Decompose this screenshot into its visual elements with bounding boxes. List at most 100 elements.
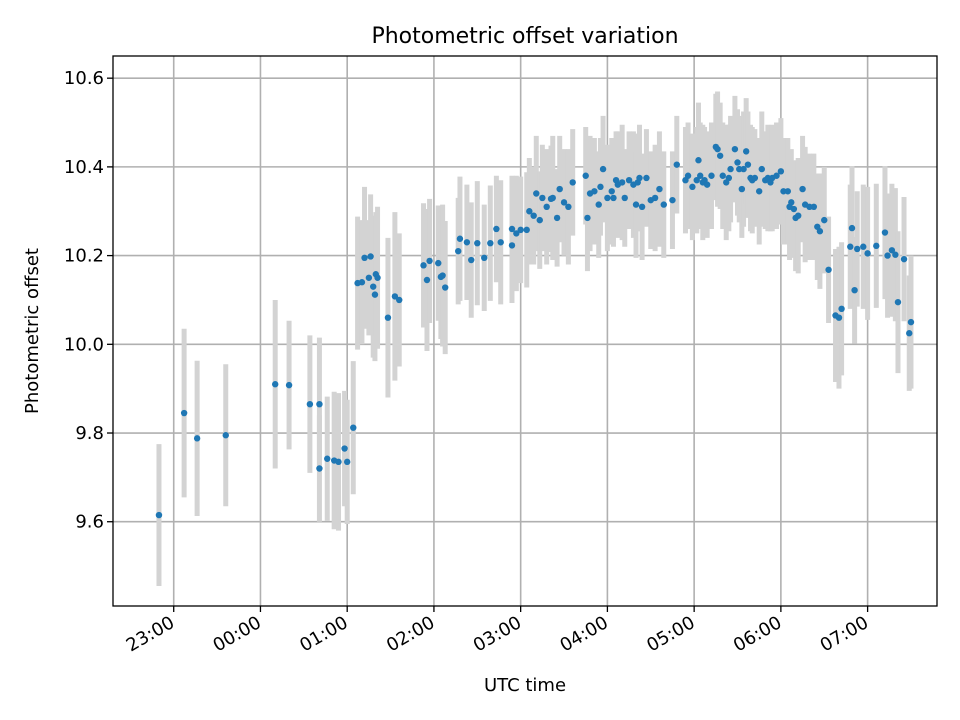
data-point	[456, 235, 464, 242]
data-point	[533, 190, 540, 197]
data-point	[669, 196, 676, 204]
data-point	[714, 145, 721, 153]
data-point	[906, 330, 913, 337]
data-point	[825, 266, 832, 273]
data-point	[625, 176, 633, 184]
data-point	[597, 183, 604, 191]
data-point	[795, 212, 802, 219]
data-point	[517, 226, 524, 234]
data-point	[716, 152, 724, 159]
data-point	[621, 194, 628, 202]
data-point	[426, 257, 433, 265]
data-point	[610, 194, 617, 202]
data-point	[708, 172, 715, 179]
data-point	[892, 251, 899, 258]
data-point	[851, 286, 858, 294]
data-point	[316, 465, 323, 472]
data-point	[180, 409, 188, 417]
data-point	[673, 161, 680, 168]
data-point	[316, 400, 323, 408]
y-tick-label: 9.6	[75, 512, 104, 533]
data-point	[536, 216, 543, 224]
data-point	[599, 165, 607, 173]
data-point	[595, 201, 602, 208]
data-point	[888, 247, 896, 254]
data-point	[391, 293, 399, 300]
x-axis-label: UTC time	[484, 675, 566, 696]
data-point	[361, 254, 368, 262]
data-point	[508, 225, 516, 233]
data-point	[365, 274, 373, 281]
data-point	[543, 203, 550, 211]
data-point	[900, 255, 908, 263]
data-point	[350, 424, 357, 431]
data-point	[487, 239, 494, 247]
data-point	[604, 194, 611, 202]
data-point	[435, 259, 442, 267]
data-point	[799, 185, 806, 193]
data-point	[790, 205, 798, 213]
data-point	[643, 174, 650, 182]
data-point	[335, 458, 342, 466]
data-point	[751, 174, 759, 182]
data-point	[740, 165, 747, 173]
data-point	[556, 185, 563, 193]
data-point	[884, 252, 891, 259]
data-point	[632, 201, 640, 208]
data-point	[358, 279, 366, 286]
data-point	[285, 381, 293, 389]
data-point	[742, 148, 750, 155]
data-point	[725, 174, 733, 182]
data-point	[618, 179, 626, 186]
data-point	[731, 145, 739, 153]
data-point	[442, 284, 449, 291]
data-point	[816, 228, 824, 235]
data-point	[526, 208, 533, 215]
data-point	[423, 276, 431, 284]
data-point	[367, 253, 374, 260]
data-point	[860, 243, 867, 250]
y-axis: 9.6 9.8 10.0 10.2 10.4 10.6	[64, 68, 113, 533]
data-point	[788, 199, 795, 206]
data-point	[773, 172, 780, 179]
data-point	[777, 168, 785, 175]
data-point	[894, 298, 902, 306]
data-point	[584, 214, 591, 222]
data-point	[343, 458, 351, 466]
data-point	[396, 296, 403, 304]
data-points	[155, 143, 915, 519]
data-point	[684, 172, 692, 179]
data-point	[463, 239, 471, 246]
data-point	[481, 254, 488, 262]
data-point	[384, 314, 392, 321]
data-point	[513, 230, 520, 237]
data-point	[881, 229, 889, 236]
data-point	[582, 172, 589, 179]
data-point	[758, 165, 765, 173]
data-point	[744, 161, 752, 168]
data-point	[651, 194, 659, 202]
data-point	[530, 212, 537, 219]
data-point	[474, 239, 481, 247]
data-point	[155, 511, 163, 519]
plot-frame	[112, 55, 938, 607]
data-point	[374, 274, 381, 281]
data-point	[591, 188, 598, 195]
y-tick-label: 9.8	[75, 423, 104, 444]
data-point	[549, 194, 556, 202]
data-point	[873, 242, 880, 250]
data-point	[810, 203, 818, 211]
data-point	[848, 224, 856, 232]
y-tick-label: 10.4	[64, 157, 104, 178]
data-point	[864, 250, 871, 257]
data-point	[508, 242, 516, 249]
data-point	[371, 291, 379, 298]
data-point	[838, 305, 845, 313]
data-point	[703, 181, 711, 188]
data-point	[539, 194, 546, 202]
data-point	[608, 188, 615, 195]
data-point	[455, 247, 462, 255]
data-point	[784, 188, 792, 195]
